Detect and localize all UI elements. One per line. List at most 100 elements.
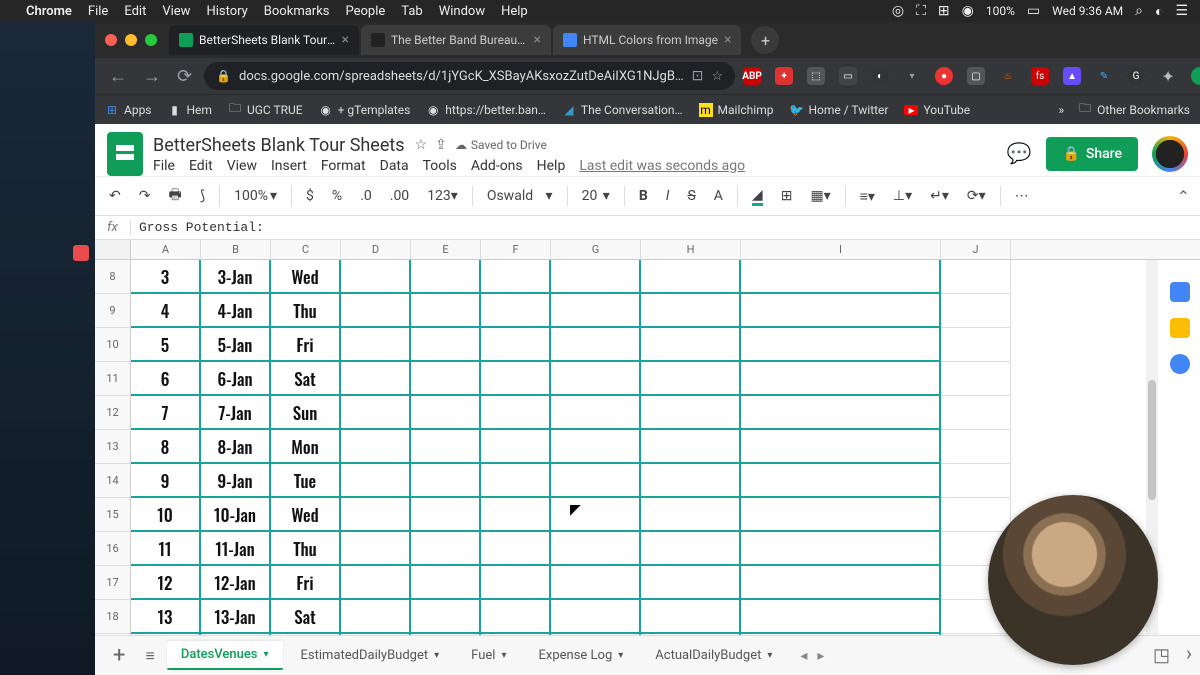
cell[interactable] (481, 396, 551, 430)
bookmark-item[interactable]: ◉https://better.ban… (426, 103, 546, 117)
table-row[interactable]: 1388-JanMon (95, 430, 1200, 464)
column-header[interactable]: H (641, 240, 741, 259)
cell[interactable]: 8-Jan (201, 430, 271, 464)
bold-button[interactable]: B (635, 188, 652, 204)
ext-icon[interactable]: ✎ (1095, 67, 1113, 85)
menu-addons[interactable]: Add-ons (471, 158, 523, 174)
side-panel-toggle[interactable]: › (1186, 641, 1192, 665)
cell[interactable]: 5 (131, 328, 201, 362)
table-row[interactable]: 1166-JanSat (95, 362, 1200, 396)
bookmark-apps[interactable]: ⊞Apps (105, 103, 152, 117)
cell[interactable] (341, 362, 411, 396)
cell[interactable] (341, 430, 411, 464)
status-icon[interactable]: ◎ (892, 3, 904, 19)
active-app[interactable]: Chrome (26, 4, 72, 19)
menu-help[interactable]: Help (501, 4, 528, 19)
control-center-icon[interactable]: ☰ (1175, 3, 1188, 19)
row-header[interactable]: 10 (95, 328, 131, 362)
ext-abp-icon[interactable]: ABP (743, 67, 761, 85)
bookmark-item[interactable]: ▸YouTube (904, 103, 970, 117)
battery-icon[interactable]: ▭ (1027, 3, 1040, 19)
italic-button[interactable]: I (662, 188, 674, 204)
print-button[interactable]: 🖶 (164, 184, 185, 208)
cell[interactable] (941, 362, 1011, 396)
cell[interactable] (641, 498, 741, 532)
bookmark-item[interactable]: ◉+ gTemplates (319, 103, 411, 117)
close-tab-icon[interactable]: × (534, 32, 541, 48)
profile-icon[interactable] (1191, 67, 1200, 85)
forward-button[interactable]: → (139, 66, 165, 87)
row-header[interactable]: 18 (95, 600, 131, 634)
menu-insert[interactable]: Insert (271, 158, 307, 174)
menu-file[interactable]: File (153, 158, 175, 174)
calendar-icon[interactable] (1170, 282, 1190, 302)
cell[interactable] (551, 532, 641, 566)
cell[interactable] (341, 532, 411, 566)
address-bar[interactable]: 🔒 docs.google.com/spreadsheets/d/1jYGcK_… (204, 62, 735, 90)
cell[interactable] (641, 566, 741, 600)
cell[interactable] (411, 464, 481, 498)
column-header[interactable]: B (201, 240, 271, 259)
currency-button[interactable]: $ (302, 188, 318, 204)
column-header[interactable]: C (271, 240, 341, 259)
font-size-selector[interactable]: 20 ▾ (578, 188, 614, 204)
cell[interactable] (341, 600, 411, 634)
row-header[interactable]: 12 (95, 396, 131, 430)
last-edit-link[interactable]: Last edit was seconds ago (579, 158, 745, 174)
cell[interactable] (741, 532, 941, 566)
menu-edit[interactable]: Edit (124, 4, 146, 19)
fill-color-button[interactable]: ◢ (748, 187, 767, 206)
star-icon[interactable]: ☆ (415, 137, 428, 153)
cell[interactable]: 9-Jan (201, 464, 271, 498)
ext-icon[interactable]: ▢ (967, 67, 985, 85)
cell[interactable] (481, 464, 551, 498)
cell[interactable]: 14-Jan (201, 634, 271, 635)
bookmark-item[interactable]: ▮Hem (168, 103, 212, 117)
cell[interactable] (551, 294, 641, 328)
cell[interactable] (481, 430, 551, 464)
cell[interactable] (551, 396, 641, 430)
cell[interactable] (741, 600, 941, 634)
column-header[interactable]: A (131, 240, 201, 259)
sheet-tab[interactable]: Expense Log▾ (524, 641, 637, 670)
cell[interactable] (551, 430, 641, 464)
cell[interactable] (481, 294, 551, 328)
cell[interactable]: Sat (271, 362, 341, 396)
cell[interactable]: 7-Jan (201, 396, 271, 430)
dec-decrease-button[interactable]: .0 (356, 188, 376, 204)
table-row[interactable]: 1055-JanFri (95, 328, 1200, 362)
install-icon[interactable]: ⊡ (692, 68, 704, 84)
scroll-sheets-left[interactable]: ◂ (800, 648, 807, 664)
new-tab-button[interactable]: + (751, 26, 779, 54)
fx-label[interactable]: fx (95, 220, 131, 235)
ext-icon[interactable]: G (1127, 67, 1145, 85)
menu-tab[interactable]: Tab (401, 4, 422, 19)
cell[interactable]: Sun (271, 396, 341, 430)
cell[interactable]: 7 (131, 396, 201, 430)
collapse-toolbar-button[interactable]: ⌃ (1177, 187, 1190, 206)
cell[interactable]: 11-Jan (201, 532, 271, 566)
table-row[interactable]: 1499-JanTue (95, 464, 1200, 498)
column-header[interactable]: E (411, 240, 481, 259)
cell[interactable]: Sun (271, 634, 341, 635)
cell[interactable]: 6 (131, 362, 201, 396)
menu-file[interactable]: File (88, 4, 108, 19)
cell[interactable] (341, 566, 411, 600)
comments-icon[interactable]: 💬 (1006, 141, 1032, 167)
clock[interactable]: Wed 9:36 AM (1052, 4, 1123, 18)
cell[interactable] (741, 328, 941, 362)
star-icon[interactable]: ☆ (711, 69, 723, 84)
cell[interactable]: 12 (131, 566, 201, 600)
ext-icon[interactable]: fs (1031, 67, 1049, 85)
spotlight-icon[interactable]: ⌕ (1135, 3, 1143, 19)
paint-format-button[interactable]: ⟆ (196, 188, 209, 204)
more-button[interactable]: ⋯ (1011, 188, 1033, 204)
more-formats-button[interactable]: 123▾ (423, 188, 462, 204)
cell[interactable] (741, 294, 941, 328)
ext-icon[interactable]: ♨ (999, 67, 1017, 85)
cell[interactable] (411, 566, 481, 600)
row-header[interactable]: 19 (95, 634, 131, 635)
cell[interactable] (941, 294, 1011, 328)
cell[interactable]: 4 (131, 294, 201, 328)
tasks-icon[interactable] (1170, 354, 1190, 374)
